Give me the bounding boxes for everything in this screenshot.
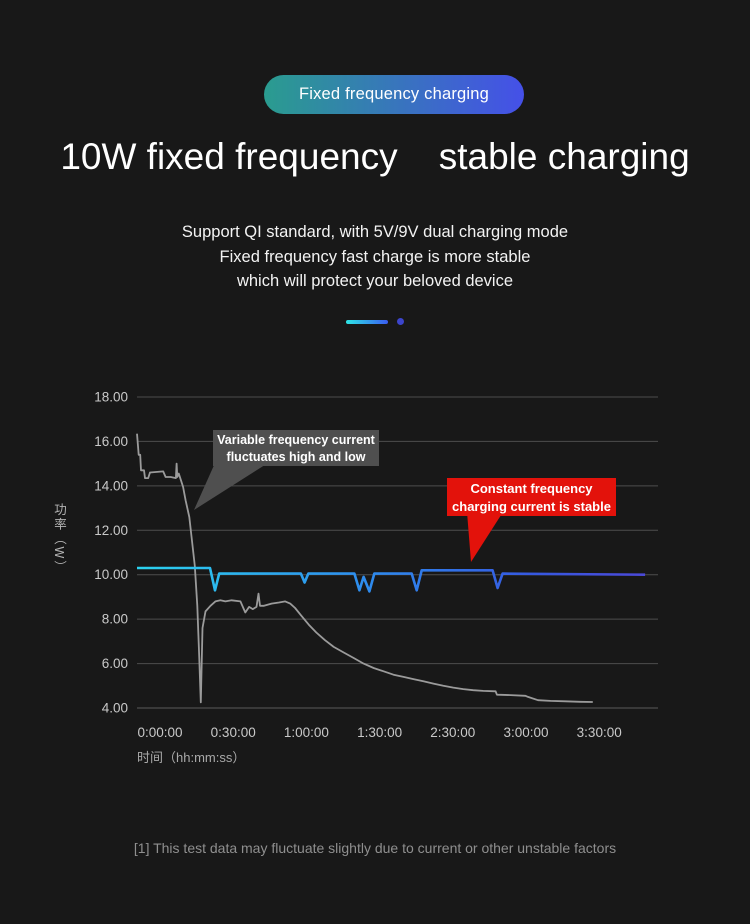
x-tick-label: 1:30:00	[357, 725, 402, 740]
y-tick-label: 8.00	[102, 612, 128, 627]
y-tick-label: 4.00	[102, 701, 128, 716]
callout-variable-pointer	[194, 463, 268, 510]
page-title: 10W fixed frequency stable charging	[60, 136, 690, 177]
badge-label: Fixed frequency charging	[298, 85, 490, 103]
divider-line	[346, 319, 388, 324]
x-tick-label: 0:00:00	[137, 725, 182, 740]
y-axis-title: 功率（W）	[52, 503, 66, 575]
x-tick-label: 0:30:00	[211, 725, 256, 740]
footnote: [1] This test data may fluctuate slightl…	[133, 840, 617, 856]
y-tick-label: 6.00	[102, 656, 128, 671]
x-tick-label: 1:00:00	[284, 725, 329, 740]
section-divider	[0, 318, 750, 325]
badge-pill: Fixed frequency charging	[264, 75, 524, 114]
series-variable-frequency-line	[136, 433, 593, 704]
y-tick-label: 18.00	[94, 390, 128, 405]
callout-constant-frequency: Constant frequency charging current is s…	[447, 478, 616, 516]
divider-dot-icon	[397, 318, 404, 325]
x-tick-label: 2:30:00	[430, 725, 475, 740]
callout-variable-frequency: Variable frequency current fluctuates hi…	[213, 430, 379, 466]
x-tick-label: 3:00:00	[503, 725, 548, 740]
description-line: Support QI standard, with 5V/9V dual cha…	[181, 223, 569, 241]
y-tick-label: 10.00	[94, 567, 128, 582]
y-tick-label: 16.00	[94, 434, 128, 449]
x-tick-label: 3:30:00	[577, 725, 622, 740]
callout-variable-line: fluctuates high and low	[226, 450, 366, 464]
callout-constant-line: Constant frequency	[470, 481, 593, 496]
description-line: which will protect your beloved device	[236, 272, 514, 291]
series-constant-frequency-line	[137, 566, 646, 593]
callout-constant-line: charging current is stable	[452, 498, 611, 514]
description-block: Support QI standard, with 5V/9V dual cha…	[0, 220, 750, 294]
y-tick-label: 12.00	[94, 523, 128, 538]
x-axis-title: 时间（hh:mm:ss）	[137, 750, 246, 765]
callout-constant-pointer	[467, 512, 503, 562]
callout-variable-line: Variable frequency current	[217, 433, 375, 447]
description-line: Fixed frequency fast charge is more stab…	[219, 247, 531, 266]
y-tick-label: 14.00	[94, 478, 128, 493]
